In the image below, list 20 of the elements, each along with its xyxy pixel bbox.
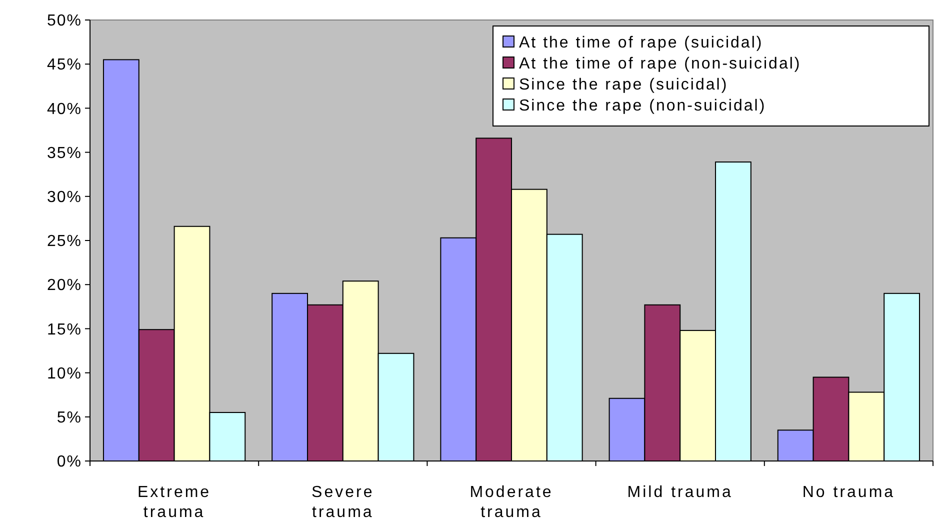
y-tick-label: 20%	[46, 277, 82, 294]
x-tick-label: Severe trauma	[312, 484, 374, 521]
y-tick-label: 15%	[46, 321, 82, 338]
y-tick-label: 25%	[46, 233, 82, 250]
y-tick-label: 30%	[46, 189, 82, 206]
y-tick-label: 50%	[46, 12, 82, 30]
y-tick-label: 5%	[56, 410, 82, 426]
y-tick-label: 35%	[46, 144, 82, 162]
x-tick-label: Mild trauma	[627, 484, 733, 501]
x-tick-label: Extreme trauma	[138, 484, 212, 521]
x-tick-label: Moderate trauma	[470, 484, 554, 521]
y-tick-label: 10%	[46, 365, 82, 382]
legend-label: Since the rape (non-suicidal)	[519, 98, 766, 115]
y-tick-label: 40%	[46, 100, 82, 118]
legend-label: At the time of rape (suicidal)	[519, 34, 764, 52]
y-tick-label: 45%	[46, 56, 82, 74]
legend-label: Since the rape (suicidal)	[519, 76, 728, 94]
legend-label: At the time of rape (non-suicidal)	[519, 56, 802, 73]
x-tick-label: No trauma	[802, 484, 896, 501]
y-tick-label: 0%	[56, 454, 82, 471]
